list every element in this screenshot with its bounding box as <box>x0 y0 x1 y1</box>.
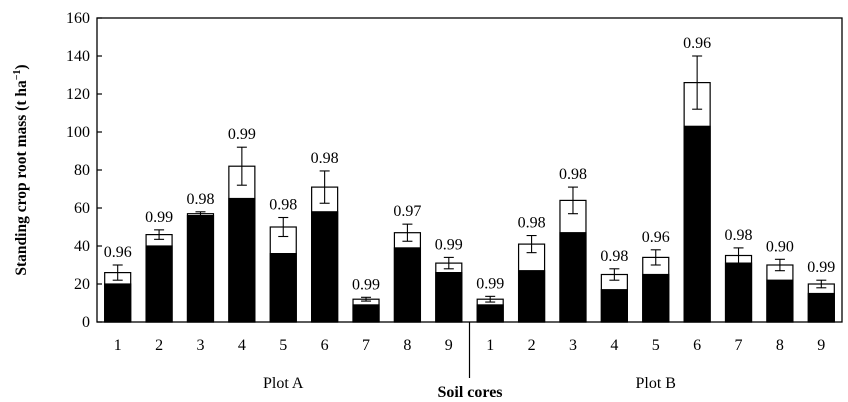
data-label: 0.99 <box>476 275 504 292</box>
data-labels: 0.96 0.99 0.98 0.99 0.98 0.98 0.99 0.97 0.99 0.99… <box>104 35 836 293</box>
data-label: 0.96 <box>683 35 711 52</box>
x-tick-label: 7 <box>735 337 743 354</box>
bar-lower <box>435 272 463 323</box>
data-label: 0.98 <box>518 215 546 232</box>
y-axis-title: Standing crop root mass (t ha−1) <box>12 64 30 275</box>
x-axis-title: Soil cores <box>437 384 502 401</box>
data-label: 0.99 <box>435 236 463 253</box>
x-tick-label: 4 <box>610 337 618 354</box>
data-label: 0.99 <box>807 259 835 276</box>
x-tick-label: 4 <box>238 337 246 354</box>
x-tick-label: 1 <box>114 337 122 354</box>
bar-lower <box>642 273 670 323</box>
x-tick-label: 8 <box>403 337 411 354</box>
y-tick-label: 160 <box>66 10 90 27</box>
x-tick-label: 6 <box>693 337 701 354</box>
data-label: 0.96 <box>642 229 670 246</box>
data-label: 0.90 <box>766 238 794 255</box>
data-label: 0.98 <box>186 191 214 208</box>
y-axis: 0 20 40 60 80 100 120 140 160 <box>66 10 102 331</box>
bar-lower <box>476 304 504 323</box>
data-label: 0.99 <box>352 276 380 293</box>
bar-lower <box>766 279 794 323</box>
x-tick-label: 9 <box>445 337 453 354</box>
y-tick-label: 60 <box>74 200 90 217</box>
bar-lower <box>145 245 173 323</box>
x-tick-label: 7 <box>362 337 370 354</box>
x-axis: 1 2 3 4 5 6 7 8 9 1 2 3 4 5 6 7 8 9 Plot A Plot B <box>114 322 825 392</box>
x-tick-label: 3 <box>196 337 204 354</box>
data-label: 0.99 <box>145 209 173 226</box>
bar-lower <box>393 247 422 323</box>
data-label: 0.99 <box>228 126 256 143</box>
y-tick-label: 0 <box>82 314 90 331</box>
bar-lower <box>352 304 380 323</box>
y-tick-label: 140 <box>66 48 90 65</box>
x-tick-label: 6 <box>321 337 329 354</box>
x-tick-label: 8 <box>776 337 784 354</box>
bars <box>104 55 835 323</box>
bar-lower <box>269 253 297 323</box>
data-label: 0.98 <box>269 197 297 214</box>
bar-lower <box>186 215 215 323</box>
x-tick-label: 1 <box>486 337 494 354</box>
group-label: Plot B <box>636 375 676 392</box>
y-tick-label: 80 <box>74 162 90 179</box>
data-label: 0.96 <box>104 244 132 261</box>
bar-lower <box>683 125 711 323</box>
y-tick-label: 100 <box>66 124 90 141</box>
group-label: Plot A <box>263 375 304 392</box>
y-tick-label: 20 <box>74 276 90 293</box>
y-tick-label: 40 <box>74 238 90 255</box>
x-tick-label: 5 <box>279 337 287 354</box>
bar-lower <box>104 283 132 323</box>
bar-lower <box>724 262 753 323</box>
x-tick-label: 5 <box>652 337 660 354</box>
x-tick-label: 2 <box>155 337 163 354</box>
data-label: 0.98 <box>600 248 628 265</box>
bar-lower <box>228 197 256 323</box>
y-tick-label: 120 <box>66 86 90 103</box>
x-tick-label: 3 <box>569 337 577 354</box>
data-label: 0.98 <box>725 227 753 244</box>
bar-lower <box>807 292 835 323</box>
bar-lower <box>600 289 628 323</box>
data-label: 0.98 <box>311 150 339 167</box>
bar-lower <box>517 270 546 323</box>
data-label: 0.98 <box>559 166 587 183</box>
data-label: 0.97 <box>393 203 421 220</box>
bar-lower <box>311 211 339 323</box>
bar-lower <box>559 232 587 323</box>
x-tick-label: 9 <box>817 337 825 354</box>
x-tick-label: 2 <box>528 337 536 354</box>
